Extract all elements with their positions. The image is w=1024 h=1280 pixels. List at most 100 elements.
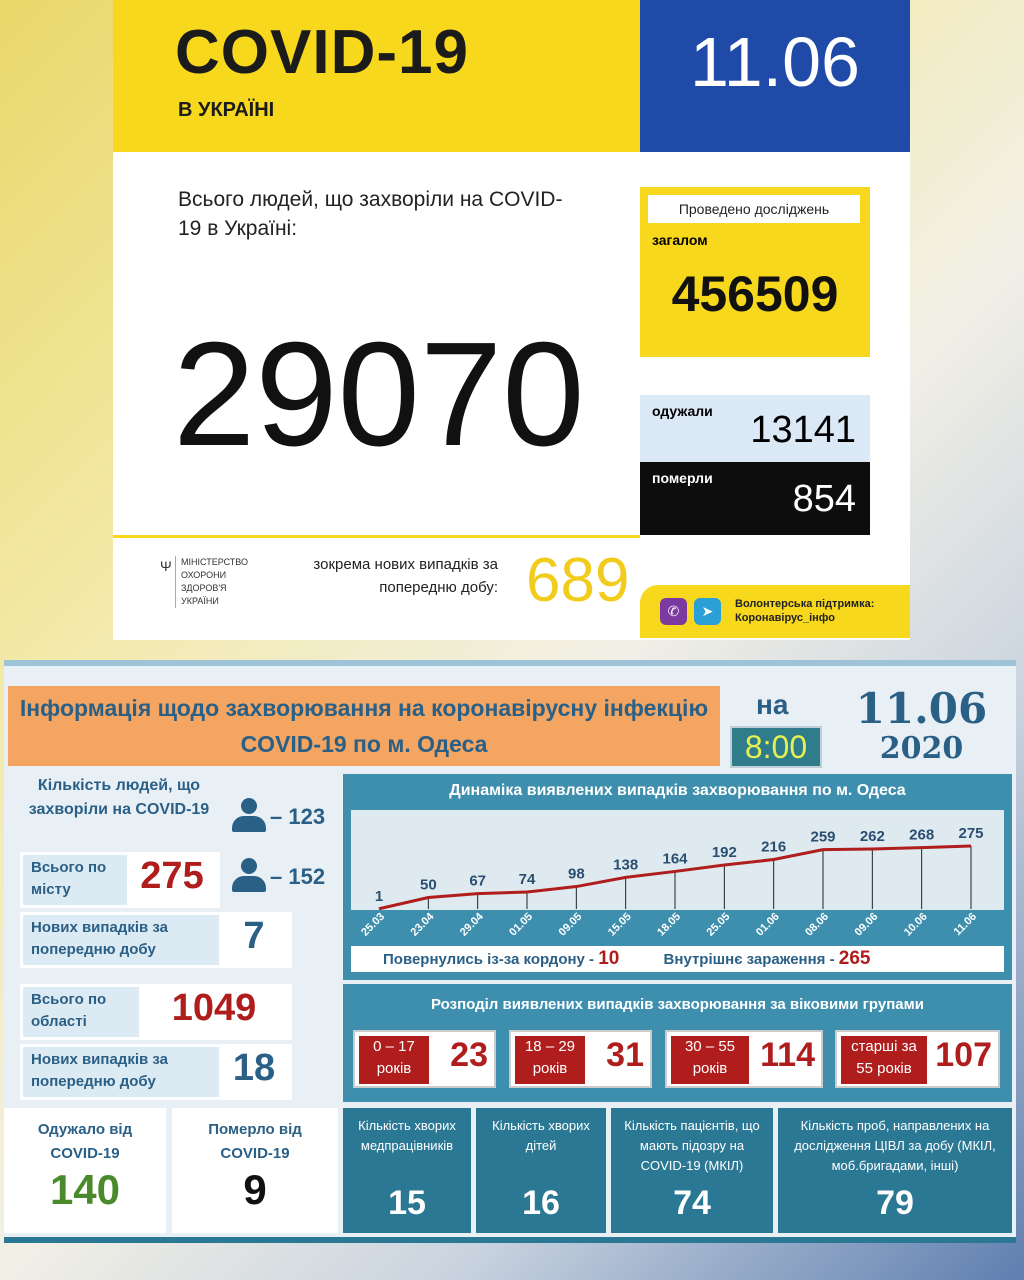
data-label: 67 (469, 873, 486, 890)
data-label: 1 (375, 888, 383, 905)
women-count: – 152 (270, 864, 326, 889)
trident-icon: Ψ (160, 558, 172, 574)
x-tick-label: 11.06 (952, 911, 980, 939)
region-total-label: Всього по області (31, 991, 107, 1030)
data-label: 74 (519, 871, 536, 888)
volunteer-text: Волонтерська підтримка: Коронавірус_інфо (735, 598, 875, 624)
tests-label: Проведено досліджень (648, 195, 860, 223)
tests-box: Проведено досліджень загалом 456509 (640, 187, 870, 357)
data-label: 98 (568, 866, 585, 883)
x-tick-label: 25.03 (359, 911, 387, 939)
divider (113, 535, 640, 538)
tests-sub: загалом (652, 232, 708, 248)
new-label: зокрема нових випадків за попередню добу… (313, 556, 498, 596)
x-tick-label: 09.06 (853, 911, 881, 939)
dead-value: 854 (792, 478, 856, 520)
recovered-label: одужали (652, 403, 713, 419)
time: 8:00 (730, 726, 822, 768)
viber-icon[interactable]: ✆ (660, 598, 687, 625)
age-panel: Розподіл виявлених випадків захворювання… (343, 984, 1012, 1102)
stat-samples: Кількість проб, направлених на досліджен… (778, 1108, 1012, 1233)
city-total-label: Всього по місту (31, 859, 107, 898)
odesa-year: 2020 (879, 731, 964, 766)
chart-title: Динаміка виявлених випадків захворювання… (449, 782, 906, 799)
x-tick-label: 29.04 (458, 910, 487, 939)
x-tick-label: 25.05 (705, 911, 733, 939)
internal-value: 265 (838, 948, 871, 969)
region-new-label: Нових випадків за попередню добу (31, 1051, 168, 1090)
dead-box: померли 854 (640, 462, 870, 535)
national-card: COVID-19 В УКРАЇНІ 11.06 Всього людей, щ… (113, 0, 910, 640)
age-title: Розподіл виявлених випадків захворювання… (431, 996, 924, 1013)
chart-svg: 1 25.03 50 23.04 67 29.04 74 01.05 98 09.05 138 15.… (351, 810, 1004, 939)
on-label: на (756, 689, 789, 720)
ministry-logo: МІНІСТЕРСТВО ОХОРОНИ ЗДОРОВ'Я УКРАЇНИ (175, 556, 255, 608)
x-tick-label: 01.06 (754, 911, 782, 939)
region-new: 18 (219, 1047, 289, 1097)
total-label: Всього людей, що захворіли на COVID-19 в… (178, 188, 563, 240)
region-total: 1049 (139, 987, 289, 1037)
x-tick-label: 10.06 (902, 911, 930, 939)
data-label: 50 (420, 877, 437, 894)
city-new-label: Нових випадків за попередню добу (31, 919, 168, 958)
stat-children: Кількість хворих дітей 16 (476, 1108, 606, 1233)
age-group: 18 – 29 років 31 (509, 1030, 652, 1088)
city-new-box: Нових випадків за попередню добу 7 (20, 912, 292, 968)
plot-area (351, 810, 1004, 910)
age-group: 30 – 55 років 114 (665, 1030, 823, 1088)
dead-label: померли (652, 470, 713, 486)
x-tick-label: 15.05 (606, 911, 634, 939)
stat-suspected: Кількість пацієнтів, що мають підозру на… (611, 1108, 773, 1233)
national-header: COVID-19 В УКРАЇНІ (113, 0, 640, 152)
total-cases: 29070 (173, 312, 585, 477)
x-tick-label: 18.05 (655, 911, 683, 939)
city-new: 7 (219, 915, 289, 965)
city-total: 275 (127, 855, 217, 905)
region-new-box: Нових випадків за попередню добу 18 (20, 1044, 292, 1100)
age-group: старші за 55 років 107 (835, 1030, 1000, 1088)
dead-label: Померло від COVID-19 (208, 1121, 302, 1162)
odesa-card: Інформація щодо захворювання на коронаві… (4, 660, 1016, 1243)
data-label: 275 (958, 825, 983, 842)
sick-label: Кількість людей, що захворіли на COVID-1… (28, 777, 210, 818)
date-panel: 11.06 (640, 0, 910, 152)
returned-value: 10 (598, 948, 620, 969)
returned-label: Повернулись із-за кордону - (383, 951, 595, 968)
age-group: 0 – 17 років 23 (353, 1030, 496, 1088)
city-total-box: Всього по місту 275 (20, 852, 220, 908)
covid-title: COVID-19 (175, 18, 469, 87)
x-tick-label: 23.04 (409, 910, 438, 939)
dead-box: Померло від COVID-19 9 (172, 1108, 338, 1233)
region-total-box: Всього по області 1049 (20, 984, 292, 1040)
recovered-label: Одужало від COVID-19 (37, 1121, 133, 1162)
tests-value: 456509 (671, 266, 839, 322)
internal-label: Внутрішнє зараження - (663, 951, 835, 968)
cases-line (378, 844, 972, 911)
x-tick-label: 01.05 (507, 911, 535, 939)
x-tick-label: 08.06 (803, 911, 831, 939)
cases-chart: Динаміка виявлених випадків захворювання… (343, 774, 1012, 980)
data-label: 216 (761, 839, 786, 856)
woman-icon (232, 858, 266, 894)
stat-medics: Кількість хворих медпрацівників 15 (343, 1108, 471, 1233)
infection-source-bar: Повернулись із-за кордону - 10 Внутрішнє… (351, 946, 1004, 972)
odesa-title: Інформація щодо захворювання на коронаві… (8, 686, 720, 766)
recovered-box: одужали 13141 (640, 395, 870, 462)
data-label: 268 (909, 827, 934, 844)
telegram-icon[interactable]: ➤ (694, 598, 721, 625)
recovered-value: 140 (49, 1166, 121, 1213)
date: 11.06 (690, 23, 860, 101)
recovered-box: Одужало від COVID-19 140 (4, 1108, 166, 1233)
odesa-date: 11.06 (855, 684, 988, 733)
volunteer-box: ✆ ➤ Волонтерська підтримка: Коронавірус_і… (640, 585, 910, 638)
men-count: – 123 (270, 804, 326, 829)
x-tick-label: 09.05 (557, 911, 585, 939)
dead-value: 9 (243, 1166, 267, 1213)
recovered-value: 13141 (750, 409, 856, 451)
data-label: 164 (662, 850, 688, 867)
data-label: 192 (712, 844, 737, 861)
data-label: 262 (860, 828, 885, 845)
man-icon (232, 798, 266, 834)
ukraine-subtitle: В УКРАЇНІ (178, 99, 275, 121)
new-cases: 689 (526, 546, 630, 615)
